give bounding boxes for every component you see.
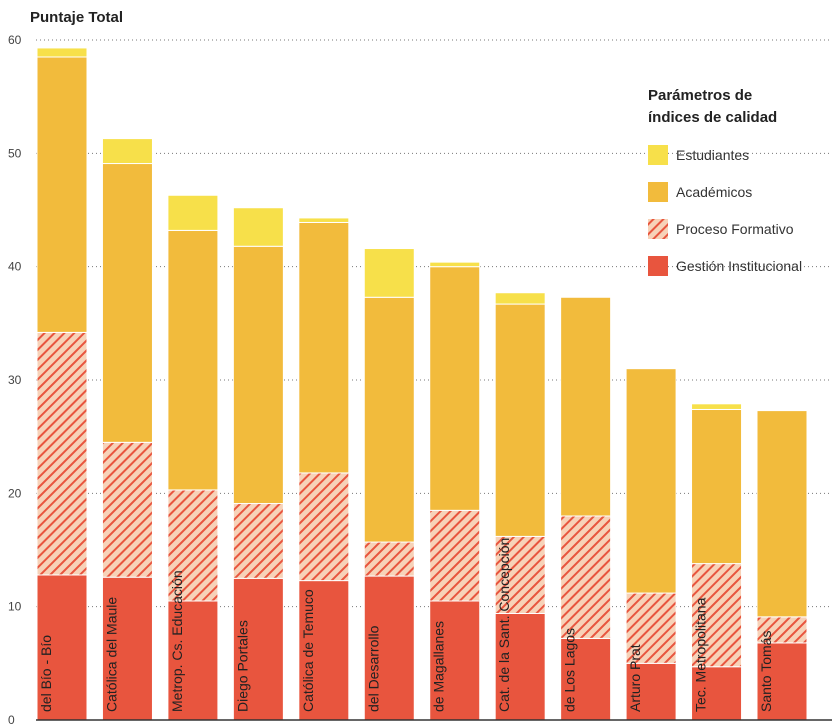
category-label: Católica de Temuco	[300, 589, 316, 712]
bar-segment	[560, 515, 612, 639]
bar-segment	[691, 563, 743, 668]
legend-swatch	[648, 256, 668, 276]
bar-segment	[167, 194, 219, 231]
category-labels: del Bío - Bío Católica del Maule Metrop. C…	[38, 538, 774, 712]
category-label: de Los Lagos	[562, 628, 578, 712]
y-tick-label: 60	[8, 33, 22, 47]
y-tick-label: 50	[8, 146, 22, 160]
legend-label: Gestión Institucional	[676, 258, 802, 274]
bar-segment	[298, 472, 350, 582]
legend: Parámetros de índices de calidad Estudia…	[648, 87, 802, 276]
bar-segment	[298, 217, 350, 223]
bar-segment	[101, 441, 153, 578]
bar-segment	[429, 261, 481, 268]
bar-segment	[232, 577, 284, 721]
bar-segment	[36, 574, 88, 721]
legend-swatch	[648, 219, 668, 239]
legend-label: Estudiantes	[676, 147, 749, 163]
category-label: del Desarrollo	[365, 625, 381, 712]
legend-title-line2: índices de calidad	[648, 109, 777, 126]
y-tick-label: 30	[8, 373, 22, 387]
legend-label: Proceso Formativo	[676, 221, 794, 237]
bar-segment	[36, 331, 88, 576]
y-tick-label: 40	[8, 260, 22, 274]
bar-segment	[429, 509, 481, 602]
category-label: Cat. de la Sant. Concepción	[496, 538, 512, 712]
bar-segment	[756, 642, 808, 721]
bar-segment	[363, 541, 415, 577]
bar-segment	[625, 592, 677, 664]
bar-segment	[756, 410, 808, 618]
y-tick-label: 0	[8, 713, 15, 727]
bar-segment	[363, 248, 415, 298]
bar-segment	[625, 368, 677, 594]
category-label: Metrop. Cs. Educación	[169, 570, 185, 712]
category-label: Católica del Maule	[103, 597, 119, 712]
category-label: Santo Tomás	[758, 631, 774, 712]
bar-segment	[691, 403, 743, 410]
category-label: del Bío - Bío	[38, 635, 54, 712]
legend-swatch	[648, 145, 668, 165]
bar-segment	[232, 207, 284, 247]
category-label: Tec. Metropolitana	[693, 597, 709, 712]
bar-segment	[232, 245, 284, 505]
category-label: Arturo Prat	[627, 644, 643, 712]
legend-label: Académicos	[676, 184, 752, 200]
y-axis-title: Puntaje Total	[30, 9, 123, 26]
y-tick-label: 10	[8, 600, 22, 614]
y-axis-ticks: 0 10 20 30 40 50 60	[8, 33, 22, 727]
y-tick-label: 20	[8, 486, 22, 500]
bar-segment	[167, 489, 219, 602]
bars	[36, 47, 808, 721]
bar-segment	[363, 296, 415, 543]
bar-segment	[101, 576, 153, 721]
bar-segment	[756, 616, 808, 644]
bar-segment	[560, 296, 612, 517]
bar-segment	[298, 221, 350, 474]
legend-title-line1: Parámetros de	[648, 87, 752, 104]
bar-segment	[494, 303, 546, 537]
bar-segment	[494, 292, 546, 305]
category-label: de Magallanes	[431, 621, 447, 712]
bar-segment	[429, 266, 481, 511]
bar-segment	[36, 56, 88, 333]
legend-swatch	[648, 182, 668, 202]
bar-segment	[101, 138, 153, 165]
category-label: Diego Portales	[234, 620, 250, 712]
bar-segment	[36, 47, 88, 58]
bar-segment	[232, 503, 284, 579]
bar-segment	[101, 163, 153, 443]
bar-segment	[691, 408, 743, 565]
bar-segment	[167, 229, 219, 491]
